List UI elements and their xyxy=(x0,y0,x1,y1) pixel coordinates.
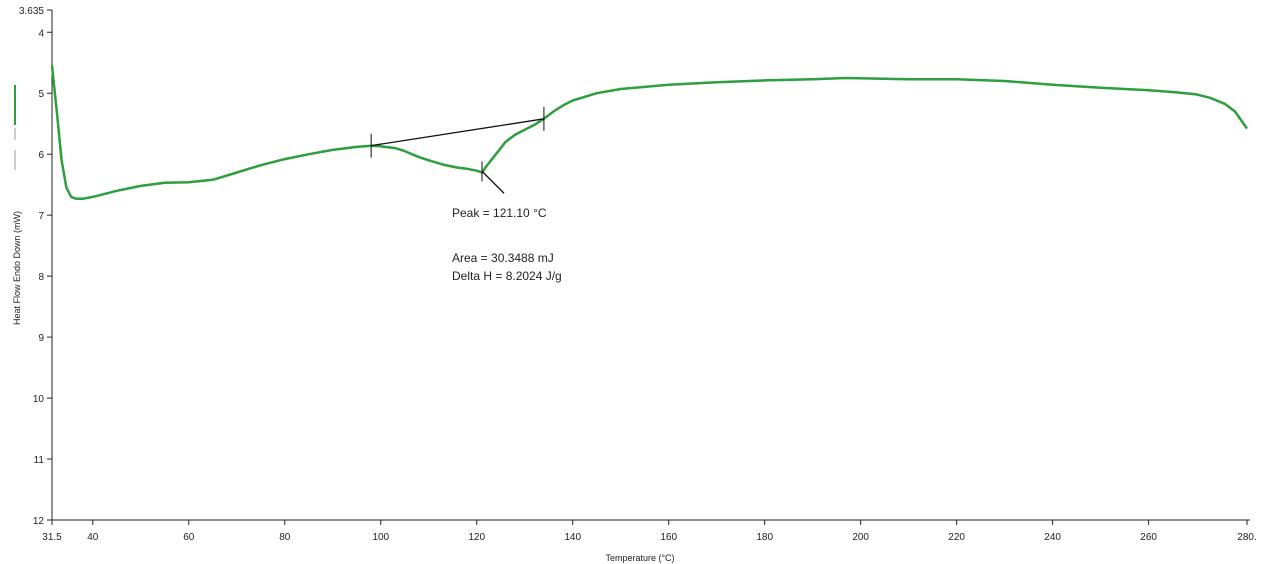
x-tick-label: 260 xyxy=(1140,532,1157,543)
y-tick-label: 9 xyxy=(38,333,44,344)
x-tick-label: 60 xyxy=(183,532,195,543)
annotation-area: Area = 30.3488 mJ xyxy=(452,251,554,265)
y-tick-label: 10 xyxy=(33,394,45,405)
series-line-0 xyxy=(50,65,1249,200)
x-tick-label: 200 xyxy=(852,532,869,543)
y-tick-label: 12 xyxy=(33,516,45,527)
x-tick-label: 240 xyxy=(1044,532,1061,543)
annotation-delta-h: Delta H = 8.2024 J/g xyxy=(452,269,562,283)
plot-area: 3.635 4 5 6 7 8 9 10 11 12 31.5 40 60 80 100 120 140 160… xyxy=(19,6,1257,543)
series-layer xyxy=(50,65,1249,200)
annotation-peak: Peak = 121.10 °C xyxy=(452,206,547,220)
y-ticks: 3.635 4 5 6 7 8 9 10 11 12 xyxy=(19,6,52,527)
x-tick-label: 140 xyxy=(564,532,581,543)
x-ticks: 31.5 40 60 80 100 120 140 160 180 200 220 240 260 280… xyxy=(42,520,1257,543)
y-tick-label: 11 xyxy=(34,455,45,466)
x-tick-label: 100 xyxy=(372,532,389,543)
y-tick-label: 5 xyxy=(38,89,44,100)
x-axis-title: Temperature (°C) xyxy=(605,553,674,563)
integration-baseline xyxy=(371,118,545,147)
x-tick-label: 31.5 xyxy=(42,532,62,543)
y-axis-title: Heat Flow Endo Down (mW) xyxy=(12,211,22,325)
peak-leader-line xyxy=(481,170,505,194)
y-tick-label: 7 xyxy=(38,211,44,222)
peak-integration-lines xyxy=(370,106,545,194)
x-tick-label: 180 xyxy=(756,532,773,543)
y-tick-label: 3.635 xyxy=(19,6,44,17)
x-tick-label: 280. xyxy=(1237,532,1256,543)
x-tick-label: 120 xyxy=(468,532,485,543)
x-tick-label: 80 xyxy=(279,532,291,543)
x-tick-label: 40 xyxy=(87,532,99,543)
y-tick-label: 6 xyxy=(38,150,44,161)
x-tick-label: 160 xyxy=(660,532,677,543)
x-tick-label: 220 xyxy=(948,532,965,543)
y-tick-label: 8 xyxy=(38,272,44,283)
y-tick-label: 4 xyxy=(38,28,44,39)
